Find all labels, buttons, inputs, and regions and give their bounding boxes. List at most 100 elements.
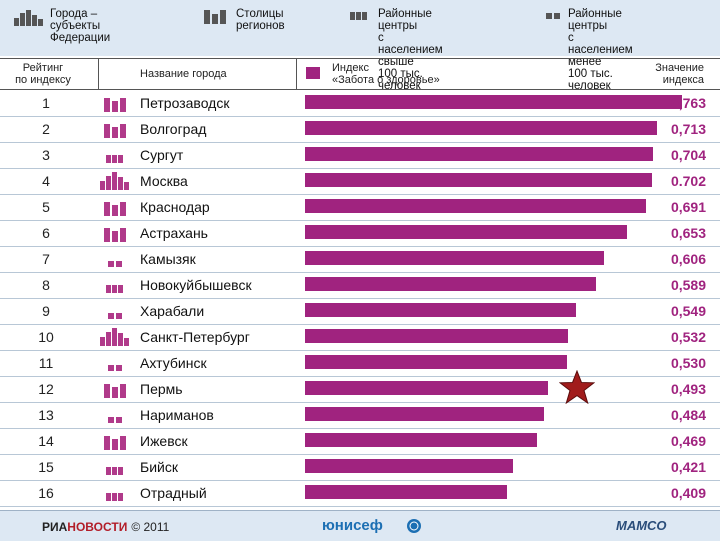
city-name: Краснодар	[140, 199, 210, 215]
rank-label: 11	[38, 355, 54, 371]
value-label: 0,484	[670, 407, 706, 423]
rank-label: 15	[38, 459, 54, 475]
index-bar	[305, 329, 568, 343]
legend-label: Столицы регионов	[236, 8, 285, 32]
regional-capital-icon	[104, 124, 126, 138]
table-row: 15 Бийск 0,421	[0, 454, 720, 481]
city-name: Новокуйбышевск	[140, 277, 252, 293]
city-name: Камызяк	[140, 251, 196, 267]
table-row: 2 Волгоград 0,713	[0, 116, 720, 143]
regional-capital-icon	[104, 228, 126, 242]
federal-city-icon	[14, 10, 43, 26]
large-district-center-icon	[106, 467, 123, 475]
city-name: Санкт-Петербург	[140, 329, 250, 345]
city-name: Нариманов	[140, 407, 214, 423]
value-label: 0,421	[670, 459, 706, 475]
value-label: 0,493	[670, 381, 706, 397]
regional-capital-icon	[204, 10, 226, 24]
rank-label: 10	[38, 329, 54, 345]
regional-capital-icon	[104, 202, 126, 216]
value-label: 0,549	[670, 303, 706, 319]
rank-label: 5	[42, 199, 50, 215]
table-row: 11 Ахтубинск 0,530	[0, 350, 720, 377]
value-label: 0,469	[670, 433, 706, 449]
legend-label: Города – субъекты Федерации	[50, 8, 111, 44]
table-row: 4 Москва 0.702	[0, 168, 720, 195]
value-label: 0,532	[670, 329, 706, 345]
city-name: Волгоград	[140, 121, 207, 137]
table-row: 5 Краснодар 0,691	[0, 194, 720, 221]
rank-label: 1	[42, 95, 50, 111]
header-rank: Рейтинг по индексу	[15, 62, 71, 86]
header-value: Значение индекса	[655, 62, 704, 86]
value-label: 0,606	[670, 251, 706, 267]
federal-city-icon	[100, 172, 129, 190]
header-divider	[98, 59, 99, 89]
header-divider	[296, 59, 297, 89]
small-district-center-icon	[108, 313, 122, 319]
footer: РИАНОВОСТИ © 2011 юнисеф МАМСО	[0, 510, 720, 541]
table-row: 9 Харабали 0,549	[0, 298, 720, 325]
regional-capital-icon	[104, 98, 126, 112]
table-row: 7 Камызяк 0,606	[0, 246, 720, 273]
mamso-logo: МАМСО	[616, 518, 667, 533]
city-name: Пермь	[140, 381, 183, 397]
index-bar	[305, 277, 596, 291]
rank-label: 7	[42, 251, 50, 267]
header-city: Название города	[140, 68, 227, 80]
table-row: 8 Новокуйбышевск 0,589	[0, 272, 720, 299]
value-label: 0,409	[670, 485, 706, 501]
index-bar	[305, 225, 628, 239]
rank-label: 6	[42, 225, 50, 241]
city-name: Харабали	[140, 303, 205, 319]
city-name: Ижевск	[140, 433, 188, 449]
small-district-center-icon	[108, 261, 122, 267]
index-bar	[305, 95, 682, 109]
unicef-logo: юнисеф	[322, 517, 383, 534]
value-label: 0,763	[670, 95, 706, 111]
ria-novosti-logo: РИАНОВОСТИ © 2011	[42, 520, 170, 534]
index-bar	[305, 173, 652, 187]
city-name: Петрозаводск	[140, 95, 230, 111]
small-district-center-icon	[546, 13, 560, 19]
index-bar	[305, 433, 537, 447]
federal-city-icon	[100, 328, 129, 346]
table-row: 10 Санкт-Петербург 0,532	[0, 324, 720, 351]
value-label: 0,691	[670, 199, 706, 215]
index-bar	[305, 303, 577, 317]
value-label: 0,530	[670, 355, 706, 371]
rank-label: 9	[42, 303, 50, 319]
table-row: 13 Нариманов 0,484	[0, 402, 720, 429]
index-bar	[305, 459, 513, 473]
large-district-center-icon	[106, 155, 123, 163]
city-name: Москва	[140, 173, 188, 189]
value-label: 0,713	[670, 121, 706, 137]
rank-label: 16	[38, 485, 54, 501]
rank-label: 4	[42, 173, 50, 189]
city-name: Астрахань	[140, 225, 208, 241]
value-label: 0,589	[670, 277, 706, 293]
index-bar	[305, 381, 549, 395]
legend-label: Районные центры с населением свыше 100 т…	[378, 8, 443, 92]
city-name: Бийск	[140, 459, 178, 475]
large-district-center-icon	[106, 285, 123, 293]
index-bar	[305, 407, 544, 421]
table-header: Рейтинг по индексу Название города Индек…	[0, 58, 720, 90]
rank-label: 8	[42, 277, 50, 293]
table-row: 6 Астрахань 0,653	[0, 220, 720, 247]
small-district-center-icon	[108, 365, 122, 371]
header-index: Индекс «Забота о здоровье»	[332, 62, 440, 86]
table-row: 1 Петрозаводск 0,763	[0, 90, 720, 117]
index-bar	[305, 147, 653, 161]
header-index-swatch	[306, 67, 320, 79]
index-bar	[305, 485, 507, 499]
legend-bar: Города – субъекты Федерации Столицы реги…	[0, 0, 720, 92]
large-district-center-icon	[350, 12, 367, 20]
table-row: 16 Отрадный 0,409	[0, 480, 720, 507]
city-name: Сургут	[140, 147, 184, 163]
table-row: 12 Пермь 0,493	[0, 376, 720, 403]
rank-label: 2	[42, 121, 50, 137]
value-label: 0.702	[670, 173, 706, 189]
table-row: 3 Сургут 0,704	[0, 142, 720, 169]
rank-label: 14	[38, 433, 54, 449]
